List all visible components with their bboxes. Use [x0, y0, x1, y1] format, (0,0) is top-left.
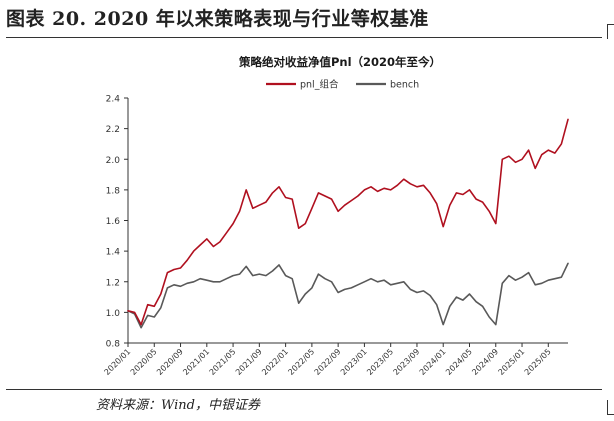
y-tick-label: 2.4 [106, 95, 121, 105]
y-tick-label: 1.8 [106, 186, 121, 196]
x-tick-label: 2025/01 [497, 347, 527, 377]
y-tick-label: 0.8 [106, 340, 121, 350]
x-tick-label: 2020/05 [129, 347, 159, 377]
source-divider [6, 389, 602, 390]
y-tick-label: 1.0 [106, 309, 121, 319]
x-tick-label: 2025/05 [523, 347, 553, 377]
line-chart: 策略绝对收益净值Pnl（2020年至今） pnl_组合 bench 0.8 1.0… [103, 55, 569, 377]
x-tick-label: 2024/01 [418, 347, 448, 377]
x-tick-label: 2021/09 [234, 347, 264, 377]
x-tick-label: 2022/05 [286, 347, 316, 377]
x-tick-label: 2023/01 [339, 347, 369, 377]
y-tick-label: 1.4 [106, 248, 121, 258]
y-tick-label: 1.6 [106, 217, 121, 227]
edge-bracket-bottom [607, 400, 614, 415]
x-tick-label: 2022/01 [260, 347, 290, 377]
x-tick-label: 2022/09 [313, 347, 343, 377]
x-tick-label: 2023/09 [392, 347, 422, 377]
series-line-pnl [127, 118, 569, 326]
x-tick-label: 2023/05 [365, 347, 395, 377]
legend-label-bench: bench [390, 80, 419, 91]
edge-bracket-top [607, 24, 614, 39]
source-note: 资料来源：Wind，中银证券 [96, 398, 260, 413]
x-tick-label: 2024/09 [470, 347, 500, 377]
y-tick-label: 2.0 [106, 156, 121, 166]
chart-legend: pnl_组合 bench [266, 79, 419, 91]
x-tick-label: 2021/01 [181, 347, 211, 377]
x-tick-label: 2021/05 [208, 347, 238, 377]
series-line-bench [127, 262, 569, 329]
figure-title: 图表 20. 2020 年以来策略表现与行业等权基准 [6, 8, 429, 30]
chart-title: 策略绝对收益净值Pnl（2020年至今） [238, 55, 441, 69]
x-tick-label: 2024/05 [444, 347, 474, 377]
x-tick-label: 2020/01 [103, 347, 133, 377]
y-tick-label: 1.2 [106, 278, 120, 288]
title-divider [6, 37, 602, 38]
y-tick-label: 2.2 [106, 125, 120, 135]
legend-label-pnl: pnl_组合 [300, 79, 339, 91]
x-tick-label: 2020/09 [155, 347, 185, 377]
